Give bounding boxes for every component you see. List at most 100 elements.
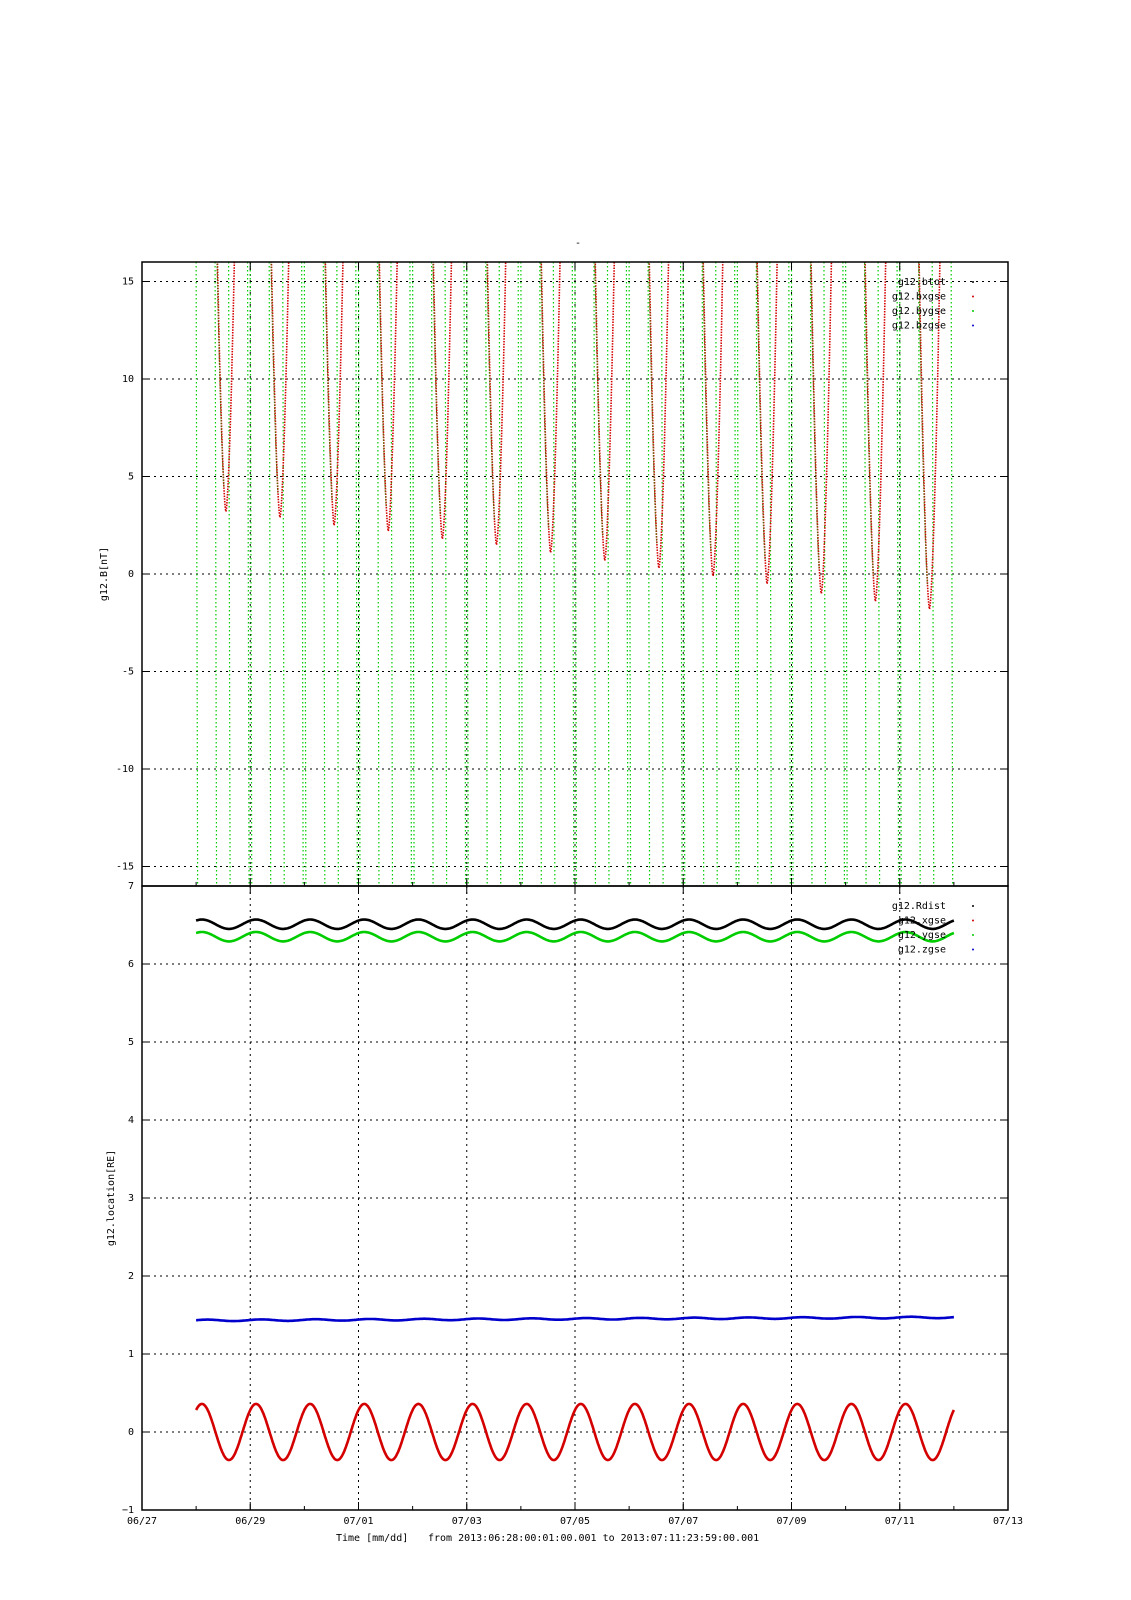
bxgse-dip [432, 262, 453, 540]
top-ytick-label: -15 [116, 862, 134, 873]
top-legend-label: g12.btot [898, 277, 946, 288]
bygse-crossing [571, 262, 575, 886]
bygse-crossing [539, 262, 542, 886]
bottom-ytick-label: 1 [128, 1349, 134, 1360]
bygse-crossing [463, 262, 467, 886]
bygse-crossing [715, 262, 718, 886]
top-legend-label: g12.bygse [892, 306, 946, 317]
bottom-xtick-label: 07/03 [452, 1516, 482, 1527]
bygse-crossing [282, 262, 285, 886]
bygse-overlap [648, 262, 658, 544]
bottom-ticks: 7 6 5 4 3 2 1 0 −106/27 06/29 07/01 07/03 07/05 07/07… [122, 881, 1023, 1527]
bygse-crossing [430, 262, 434, 886]
bygse-crossing [809, 262, 813, 886]
bottom-ytick-label: 5 [128, 1037, 134, 1048]
bygse-crossing [755, 262, 759, 886]
top-legend-marker [972, 310, 974, 312]
bottom-xtick-label: 07/07 [668, 1516, 698, 1527]
bottom-xtick-label: 06/29 [235, 1516, 265, 1527]
top-ytick-label: 0 [128, 569, 134, 580]
bygse-overlap [270, 262, 279, 493]
zgse-line [196, 1315, 955, 1323]
bygse-crossing [390, 262, 394, 886]
bygse-crossing [485, 262, 488, 886]
bygse-crossing [520, 262, 523, 886]
top-legend: g12.btot g12.bxgse g12.bygse g12.bzgse [892, 277, 974, 332]
bygse-crossing [701, 262, 705, 886]
bygse-crossing [899, 262, 902, 886]
bygse-overlap [702, 262, 712, 552]
bygse-crossing [195, 262, 199, 886]
bottom-legend-label: g12.xgse [898, 916, 946, 927]
top-panel: 15 10 5 0 -5 -10 -15 g12.btot g12.bxgse g12.bygs… [99, 261, 1009, 887]
bottom-ytick-label: 2 [128, 1271, 134, 1282]
bottom-ytick-label: 0 [128, 1427, 134, 1438]
figure-footer: Time [mm/dd] from 2013:06:28:00:01:00.00… [336, 1533, 759, 1544]
bygse-crossing [625, 262, 629, 886]
top-ytick-label: 5 [128, 472, 134, 483]
bygse-crossing [249, 262, 253, 886]
top-legend-marker [972, 295, 974, 298]
bxgse-dip [864, 262, 887, 602]
bxgse-dip [702, 262, 724, 577]
bottom-xtick-label: 07/05 [560, 1516, 590, 1527]
bottom-panel: 7 6 5 4 3 2 1 0 −106/27 06/29 07/01 07/03 07/05 07/07… [106, 881, 1023, 1527]
bygse-overlap [918, 262, 928, 585]
xgse-line [194, 1402, 956, 1462]
bxgse-dip [756, 262, 778, 584]
ygse-line [195, 930, 955, 943]
top-series [195, 262, 954, 886]
footer-range: from 2013:06:28:00:01:00.001 to 2013:07:… [428, 1533, 759, 1544]
footer-xlabel: Time [mm/dd] [336, 1533, 408, 1544]
bygse-crossing [268, 262, 272, 886]
figure-title: - [575, 238, 581, 249]
bygse-crossing [918, 262, 921, 886]
bygse-crossing [660, 262, 664, 886]
bygse-overlap [378, 262, 387, 507]
bottom-legend: g12.Rdist g12.xgse g12.ygse g12.zgse [892, 901, 974, 956]
bygse-overlap [810, 262, 820, 569]
bygse-crossing [466, 262, 469, 886]
bygse-crossing [931, 262, 935, 886]
bxgse-dip [594, 262, 616, 561]
top-series-body [195, 262, 954, 886]
bygse-crossing [593, 262, 597, 886]
bygse-crossing [409, 262, 413, 886]
bygse-crossing [357, 262, 361, 886]
bygse-overlap [864, 262, 874, 577]
bygse-crossing [517, 262, 521, 886]
bxgse-dip [486, 262, 507, 545]
bottom-legend-marker [972, 948, 974, 951]
bxgse-dip [648, 262, 670, 569]
bygse-crossing [769, 262, 772, 886]
bygse-crossing [950, 262, 954, 886]
bxgse-dip [216, 262, 236, 512]
bygse-crossing [246, 262, 250, 886]
bottom-legend-marker [972, 905, 974, 907]
bottom-ytick-label: 6 [128, 959, 134, 970]
bygse-crossing [412, 262, 415, 886]
bygse-crossing [498, 262, 502, 886]
bygse-crossing [355, 262, 358, 886]
bygse-crossing [877, 262, 881, 886]
bygse-crossing [823, 262, 827, 886]
bygse-crossing [682, 262, 686, 886]
bygse-overlap [486, 262, 495, 520]
bygse-overlap [432, 262, 441, 515]
bottom-xtick-label: 07/11 [885, 1516, 915, 1527]
bygse-crossing [444, 262, 448, 886]
bottom-series [194, 918, 956, 1462]
bygse-overlap [540, 262, 550, 528]
bygse-crossing [301, 262, 304, 886]
top-ylabel: g12.B[nT] [99, 547, 110, 601]
bygse-overlap [324, 262, 333, 501]
bygse-crossing [322, 262, 326, 886]
bygse-crossing [303, 262, 307, 886]
bottom-xtick-label: 06/27 [127, 1516, 157, 1527]
bxgse-dip [324, 262, 344, 526]
bottom-ytick-label: 7 [128, 881, 134, 892]
bygse-crossing [228, 262, 231, 886]
bottom-ytick-label: −1 [122, 1505, 134, 1516]
bygse-overlap [216, 262, 225, 487]
bottom-legend-marker [972, 919, 974, 922]
